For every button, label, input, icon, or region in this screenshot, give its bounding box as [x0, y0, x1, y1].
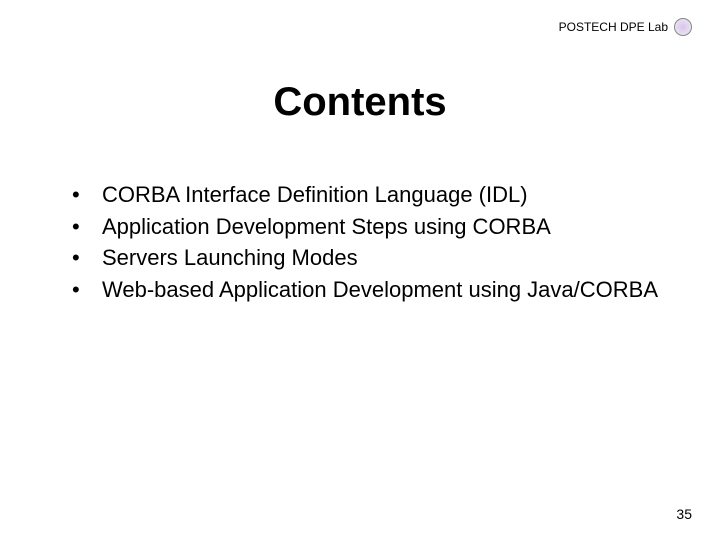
list-item-text: Servers Launching Modes — [102, 243, 660, 273]
list-item: • Servers Launching Modes — [72, 243, 660, 273]
slide: POSTECH DPE Lab Contents • CORBA Interfa… — [0, 0, 720, 540]
list-item: • Application Development Steps using CO… — [72, 212, 660, 242]
bullet-icon: • — [72, 243, 102, 273]
org-logo-icon — [674, 18, 692, 36]
slide-title: Contents — [0, 80, 720, 125]
list-item-text: CORBA Interface Definition Language (IDL… — [102, 180, 660, 210]
list-item: • Web-based Application Development usin… — [72, 275, 660, 305]
content-area: • CORBA Interface Definition Language (I… — [72, 180, 660, 307]
page-number: 35 — [676, 506, 692, 522]
bullet-list: • CORBA Interface Definition Language (I… — [72, 180, 660, 305]
bullet-icon: • — [72, 212, 102, 242]
slide-header: POSTECH DPE Lab — [559, 18, 692, 36]
list-item-text: Web-based Application Development using … — [102, 275, 660, 305]
org-label: POSTECH DPE Lab — [559, 20, 668, 34]
list-item: • CORBA Interface Definition Language (I… — [72, 180, 660, 210]
bullet-icon: • — [72, 180, 102, 210]
list-item-text: Application Development Steps using CORB… — [102, 212, 660, 242]
bullet-icon: • — [72, 275, 102, 305]
